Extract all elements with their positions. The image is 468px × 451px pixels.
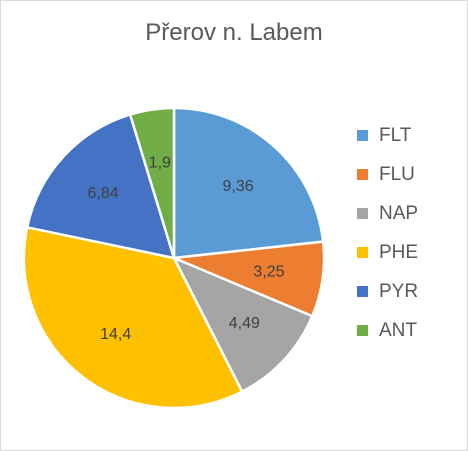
data-label-ant: 1,9 [149,155,171,172]
legend-item-pyr: PYR [357,272,418,311]
legend-label: PHE [379,241,419,263]
legend-swatch [357,169,368,180]
data-label-phe: 14,4 [100,326,131,343]
pie-slice-phe [22,226,244,410]
pie-slice-ant [128,106,176,260]
legend-swatch [357,208,368,219]
legend-item-ant: ANT [357,311,418,350]
legend-label: FLU [379,163,415,185]
legend-item-nap: NAP [357,194,418,233]
pie-slice-pyr [25,113,176,260]
data-label-nap: 4,49 [229,315,260,332]
legend-label: ANT [379,319,417,341]
legend-item-phe: PHE [357,233,418,272]
data-label-flu: 3,25 [253,263,284,280]
legend-swatch [357,286,368,297]
legend-swatch [357,130,368,141]
data-label-flt: 9,36 [223,178,254,195]
legend-swatch [357,325,368,336]
legend-label: FLT [379,124,412,146]
chart-title: Přerov n. Labem [145,19,323,46]
data-label-pyr: 6,84 [88,185,119,202]
legend-item-flt: FLT [357,116,418,155]
pie-slice-nap [172,256,314,393]
legend-swatch [357,247,368,258]
legend-label: PYR [379,280,419,302]
legend-item-flu: FLU [357,155,418,194]
pie-slice-flt [172,106,325,260]
legend-label: NAP [379,202,419,224]
legend: FLT FLU NAP PHE PYR ANT [357,116,418,350]
